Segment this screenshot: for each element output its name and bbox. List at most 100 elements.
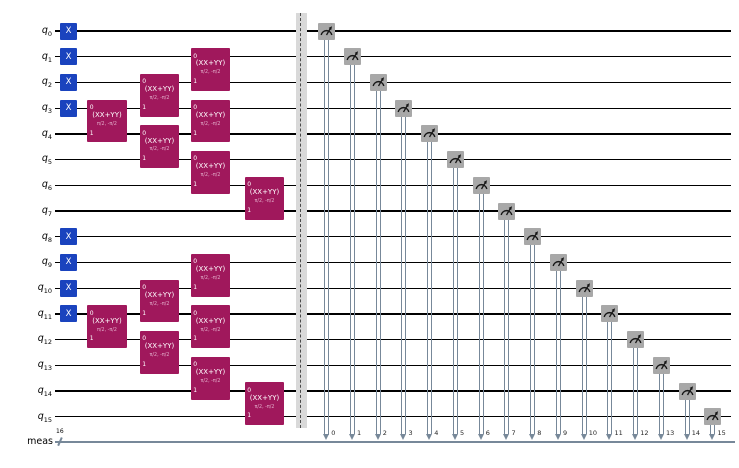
- xxyy-gate: 0 1 (XX+YY) π/2, -π/2: [139, 331, 180, 374]
- qubit-label-sub: 15: [43, 415, 52, 424]
- xxyy-port-0: 0: [193, 103, 198, 111]
- bit-label: 3: [408, 429, 413, 437]
- qubit-wire: [55, 210, 731, 212]
- xxyy-gate-name: (XX+YY): [144, 85, 175, 94]
- xxyy-gate: 0 1 (XX+YY) π/2, -π/2: [139, 73, 180, 117]
- measure-arrow: [348, 433, 355, 440]
- xxyy-port-1: 1: [193, 78, 198, 86]
- bit-label: 6: [485, 429, 490, 437]
- qubit-wire: [55, 364, 731, 366]
- measure-wire: [684, 399, 690, 435]
- measure-arrow: [683, 433, 690, 440]
- xxyy-port-0: 0: [193, 52, 198, 60]
- meter-icon: [578, 282, 591, 293]
- measure-wire: [375, 90, 381, 435]
- barrier-dashed-line: [300, 13, 302, 428]
- measure-arrow: [426, 433, 433, 440]
- x-gate: X: [60, 228, 77, 246]
- qubit-label: q0: [18, 25, 52, 40]
- meter-icon: [655, 360, 668, 370]
- measure-arrow: [477, 433, 484, 440]
- bit-label: 7: [511, 429, 516, 437]
- qubit-label-sub: 4: [47, 132, 52, 141]
- measure-arrow: [632, 433, 639, 440]
- qubit-label: q15: [18, 411, 52, 426]
- qubit-label: q7: [18, 205, 52, 220]
- qubit-label-name: q: [41, 101, 48, 113]
- qubit-label: q5: [18, 153, 52, 168]
- xxyy-gate-name: (XX+YY): [92, 110, 122, 119]
- xxyy-gate-params: π/2, -π/2: [149, 96, 170, 102]
- xxyy-gate-name: (XX+YY): [195, 110, 226, 119]
- bit-label: 9: [562, 429, 568, 437]
- xxyy-port-1: 1: [193, 335, 198, 343]
- bit-label: 12: [640, 429, 649, 437]
- qubit-label-name: q: [37, 307, 44, 319]
- measure-gate: [652, 356, 670, 374]
- measure-wire: [581, 296, 587, 435]
- qubit-label-sub: 13: [43, 364, 52, 373]
- xxyy-gate-params: π/2, -π/2: [149, 301, 170, 307]
- xxyy-port-0: 0: [142, 78, 147, 86]
- measure-gate: [343, 48, 361, 66]
- qubit-label-name: q: [37, 333, 44, 345]
- measure-gate: [421, 125, 439, 143]
- qubit-label-name: q: [37, 282, 44, 293]
- bit-label: 5: [459, 429, 465, 437]
- qubit-label-sub: 3: [47, 106, 52, 115]
- measure-gate: [627, 331, 645, 349]
- meter-icon: [372, 77, 385, 87]
- meter-icon: [706, 411, 719, 421]
- bit-label: 2: [382, 429, 387, 437]
- qubit-wire: [55, 81, 731, 84]
- xxyy-gate-params: π/2, -π/2: [254, 198, 275, 204]
- qubit-label: q1: [18, 51, 52, 66]
- bit-label: 8: [537, 429, 542, 437]
- creg-label: meas: [27, 435, 53, 447]
- qubit-label-name: q: [41, 24, 48, 36]
- qubit-label-name: q: [41, 204, 48, 216]
- xxyy-gate-params: π/2, -π/2: [97, 327, 117, 333]
- xxyy-port-1: 1: [193, 386, 198, 394]
- xxyy-port-0: 0: [193, 155, 198, 163]
- xxyy-port-1: 1: [247, 412, 252, 420]
- xxyy-gate-params: π/2, -π/2: [200, 276, 221, 282]
- x-gate: X: [60, 99, 77, 117]
- xxyy-gate-params: π/2, -π/2: [200, 70, 221, 76]
- xxyy-port-0: 0: [193, 258, 198, 266]
- qubit-label: q2: [18, 76, 52, 91]
- measure-gate: [704, 408, 722, 426]
- xxyy-gate-params: π/2, -π/2: [200, 121, 221, 127]
- qubit-label-name: q: [41, 50, 48, 62]
- meter-icon: [500, 205, 513, 215]
- xxyy-gate: 0 1 (XX+YY) π/2, -π/2: [139, 279, 180, 323]
- x-gate: X: [60, 279, 77, 297]
- measure-gate: [472, 176, 490, 194]
- xxyy-port-1: 1: [247, 206, 252, 214]
- measure-gate: [678, 382, 696, 400]
- meter-icon: [681, 385, 694, 395]
- xxyy-gate: 0 1 (XX+YY) π/2, -π/2: [139, 125, 180, 169]
- qubit-label-name: q: [41, 179, 48, 191]
- measure-arrow: [529, 433, 536, 440]
- xxyy-gate-name: (XX+YY): [144, 342, 175, 351]
- qubit-label-name: q: [41, 230, 48, 242]
- bit-label: 4: [434, 429, 439, 437]
- qubit-label: q6: [18, 179, 52, 194]
- measure-wire: [555, 270, 561, 435]
- xxyy-gate-name: (XX+YY): [195, 162, 226, 171]
- bit-label: 0: [331, 429, 336, 437]
- qubit-label: q9: [18, 256, 52, 271]
- x-gate: X: [60, 305, 77, 323]
- measure-gate: [549, 253, 567, 271]
- bit-label: 13: [665, 429, 675, 437]
- qubit-wire: [55, 184, 731, 186]
- x-gate: X: [60, 253, 77, 271]
- measure-wire: [427, 141, 433, 435]
- meter-icon: [397, 102, 410, 112]
- xxyy-gate-params: π/2, -π/2: [149, 353, 170, 359]
- qubit-label: q8: [18, 231, 52, 246]
- xxyy-gate-name: (XX+YY): [195, 265, 226, 274]
- xxyy-gate-params: π/2, -π/2: [254, 404, 275, 410]
- bit-label: 15: [717, 429, 726, 437]
